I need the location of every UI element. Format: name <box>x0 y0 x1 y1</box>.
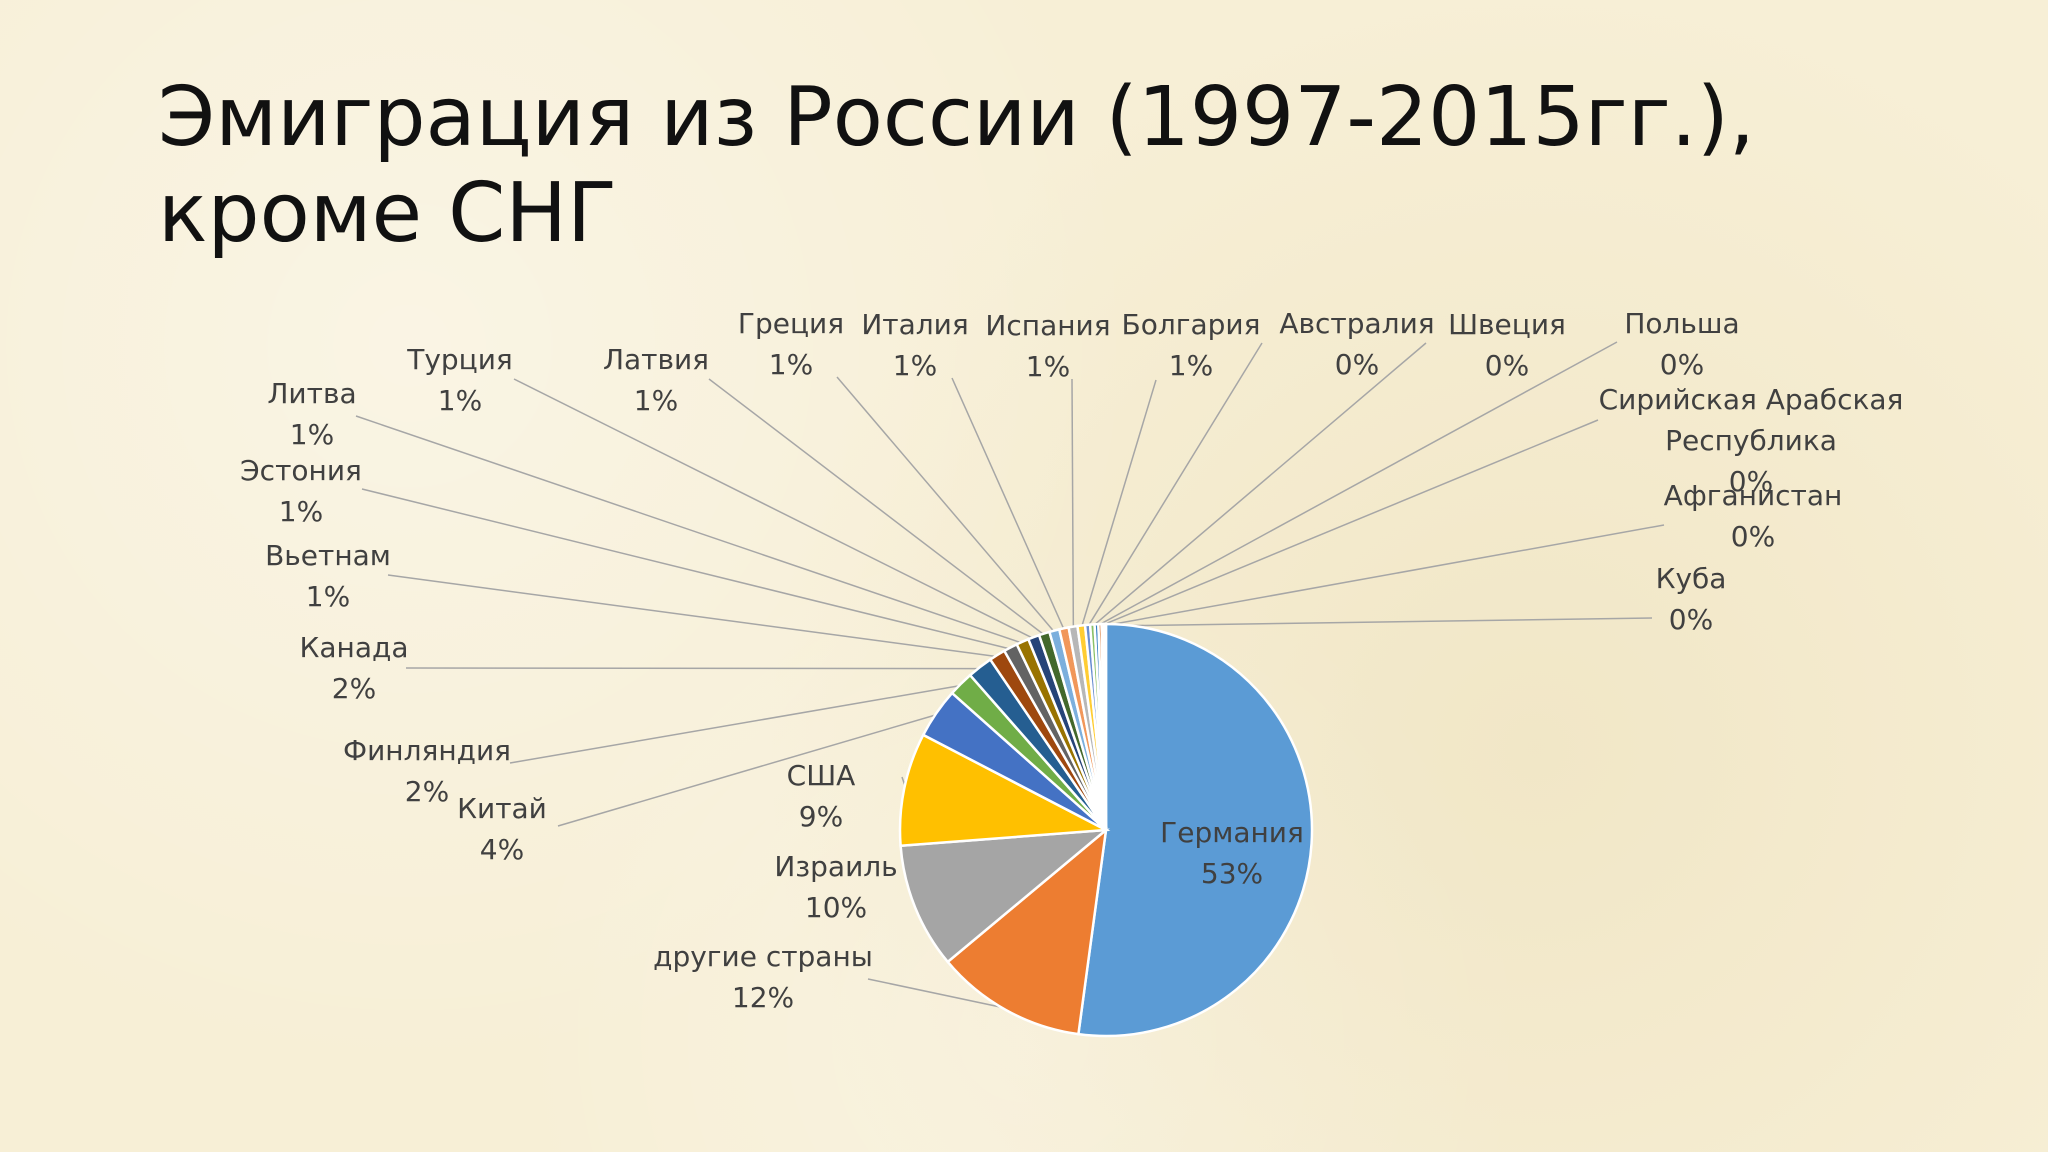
slice-label-percent: 1% <box>893 349 937 382</box>
leader-line-11 <box>513 378 1035 640</box>
page-title: Эмиграция из России (1997-2015гг.), кром… <box>158 70 1755 262</box>
leader-line-21 <box>1102 524 1665 627</box>
slice-label-percent: 0% <box>1729 465 1773 498</box>
slice-label-5: Китай 4% <box>457 792 547 866</box>
slice-label-2: другие страны 12% <box>653 940 873 1014</box>
slice-label-22: Куба 0% <box>1656 562 1727 636</box>
slice-label-20: Сирийская Арабская Республика 0% <box>1599 383 1904 498</box>
leader-line-13 <box>836 376 1056 634</box>
leader-line-7 <box>405 667 982 670</box>
slice-label-name: Латвия <box>603 343 709 376</box>
leader-line-20 <box>1099 419 1599 627</box>
slice-label-percent: 1% <box>769 348 813 381</box>
slice-label-7: Канада 2% <box>299 631 408 705</box>
slice-label-percent: 0% <box>1485 349 1529 382</box>
slice-label-name: Канада <box>299 631 408 664</box>
slice-label-percent: 1% <box>279 495 323 528</box>
slice-label-name: Польша <box>1624 307 1739 340</box>
pie-slice-2 <box>945 826 1108 1036</box>
slice-label-19: Польша 0% <box>1624 307 1739 381</box>
leader-line-10 <box>355 415 1024 645</box>
slice-label-name: Куба <box>1656 562 1727 595</box>
leader-line-18 <box>1091 342 1427 628</box>
slice-label-name: Эстония <box>240 454 362 487</box>
page-title-line-2: кроме СНГ <box>158 166 618 261</box>
pie-slice-22 <box>1102 622 1108 831</box>
leader-line-14 <box>951 377 1066 631</box>
slice-label-12: Латвия 1% <box>603 343 709 417</box>
slice-label-percent: 0% <box>1335 348 1379 381</box>
slice-label-9: Эстония 1% <box>240 454 362 528</box>
slice-label-percent: 0% <box>1660 348 1704 381</box>
slice-label-13: Греция 1% <box>738 307 844 381</box>
slice-label-10: Литва 1% <box>267 377 356 451</box>
slice-label-name: Германия <box>1160 816 1304 849</box>
slice-label-percent: 10% <box>805 891 867 924</box>
slice-label-name: Италия <box>861 308 968 341</box>
slice-label-name: США <box>787 759 856 792</box>
slice-label-percent: 1% <box>1026 350 1070 383</box>
slice-label-21: Афганистан 0% <box>1664 479 1843 553</box>
leader-line-12 <box>708 378 1046 636</box>
slice-label-percent: 0% <box>1669 603 1713 636</box>
slice-label-name: Вьетнам <box>265 539 391 572</box>
leader-line-19 <box>1096 341 1618 627</box>
slice-label-percent: 1% <box>634 384 678 417</box>
pie-slice-3 <box>899 828 1110 964</box>
leader-line-17 <box>1087 342 1263 628</box>
slice-label-percent: 1% <box>1169 349 1213 382</box>
slice-label-percent: 9% <box>799 800 843 833</box>
leader-line-6 <box>509 684 963 764</box>
slice-label-18: Швеция 0% <box>1448 308 1566 382</box>
slice-label-name: Литва <box>267 377 356 410</box>
page-title-line-1: Эмиграция из России (1997-2015гг.), <box>158 70 1755 165</box>
slice-label-name: Швеция <box>1448 308 1566 341</box>
slice-label-4: США 9% <box>787 759 856 833</box>
slice-label-percent: 1% <box>290 418 334 451</box>
leader-line-9 <box>361 488 1012 650</box>
slice-label-3: Израиль 10% <box>774 850 897 924</box>
slice-label-name: Болгария <box>1122 308 1261 341</box>
leader-line-16 <box>1080 379 1157 628</box>
slice-label-15: Испания 1% <box>985 309 1110 383</box>
slice-label-name: Афганистан <box>1664 479 1843 512</box>
leader-line-15 <box>1071 378 1075 629</box>
leader-line-2 <box>867 978 1008 1010</box>
slice-label-percent: 2% <box>405 775 449 808</box>
slice-label-name: Греция <box>738 307 844 340</box>
slice-label-name: Австралия <box>1279 307 1434 340</box>
leader-line-22 <box>1105 617 1653 627</box>
slice-label-17: Австралия 0% <box>1279 307 1434 381</box>
slice-label-1: Германия 53% <box>1160 816 1304 890</box>
pie-slice-4 <box>898 733 1111 848</box>
slice-label-name: Китай <box>457 792 547 825</box>
slice-label-name: Турция <box>406 343 513 376</box>
slice-label-percent: 12% <box>732 981 794 1014</box>
slice-label-percent: 1% <box>438 384 482 417</box>
slice-label-name: Израиль <box>774 850 897 883</box>
slice-label-percent: 53% <box>1201 857 1263 890</box>
slice-label-16: Болгария 1% <box>1122 308 1261 382</box>
slice-label-percent: 0% <box>1731 520 1775 553</box>
slice-label-14: Италия 1% <box>861 308 968 382</box>
slice-label-name: другие страны <box>653 940 873 973</box>
slice-label-percent: 2% <box>332 672 376 705</box>
slice-label-name: Испания <box>985 309 1110 342</box>
pie-slice-1 <box>1076 622 1314 1038</box>
slice-label-percent: 1% <box>306 580 350 613</box>
slice-label-percent: 4% <box>480 833 524 866</box>
slice-label-name: Сирийская Арабская <box>1599 383 1904 416</box>
slice-label-name: Финляндия <box>343 734 511 767</box>
slice-label-8: Вьетнам 1% <box>265 539 391 613</box>
leader-line-5 <box>557 713 939 827</box>
slice-label-11: Турция 1% <box>406 343 513 417</box>
leader-line-8 <box>387 574 999 658</box>
slice-label-name: Республика <box>1665 424 1837 457</box>
slice-label-6: Финляндия 2% <box>343 734 511 808</box>
